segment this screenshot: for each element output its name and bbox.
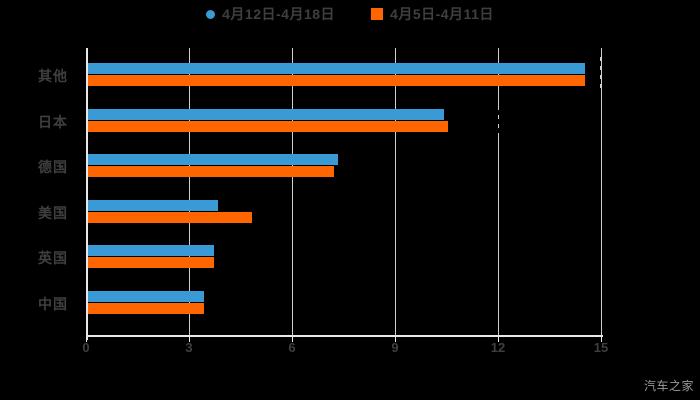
gridline: [394, 48, 396, 335]
gridline-dash-segment: [600, 57, 601, 89]
category-label: 美国: [38, 204, 68, 221]
bar-series1-cat1: [87, 120, 448, 132]
gridline: [188, 48, 190, 335]
legend-square-marker-icon: [371, 8, 384, 20]
x-tick-label: 9: [391, 340, 399, 355]
axis-tick: [291, 337, 293, 342]
x-tick-label: 15: [593, 340, 609, 355]
gridline: [291, 48, 293, 335]
gridline: [600, 48, 602, 335]
axis-tick: [188, 337, 190, 342]
legend: 4月12日-4月18日 4月5日-4月11日: [0, 4, 700, 24]
legend-label: 4月5日-4月11日: [390, 6, 494, 22]
category-label: 中国: [38, 295, 68, 312]
category-label: 英国: [38, 250, 68, 266]
bar-series1-cat5: [87, 302, 204, 314]
bar-series0-cat0: [87, 63, 585, 74]
plot-area: [86, 48, 602, 335]
x-tick-label: 6: [288, 340, 296, 355]
gridline-dash-segment: [497, 106, 499, 133]
axis-tick: [85, 337, 87, 342]
bar-series0-cat2: [87, 154, 338, 165]
bar-series0-cat5: [87, 290, 204, 302]
legend-label: 4月12日-4月18日: [222, 6, 336, 22]
bar-series0-cat3: [87, 199, 218, 211]
bar-series0-cat4: [87, 245, 214, 256]
category-label: 其他: [38, 68, 68, 84]
bar-series1-cat3: [87, 211, 252, 223]
bar-series1-cat4: [87, 257, 214, 268]
category-label: 德国: [38, 159, 68, 175]
x-tick-label: 3: [185, 340, 193, 355]
x-tick-label: 12: [490, 340, 506, 355]
watermark: 汽车之家: [644, 379, 695, 393]
axis-tick: [600, 337, 602, 342]
bar-series0-cat1: [87, 108, 445, 120]
x-tick-label: 0: [82, 340, 90, 355]
gridline: [497, 48, 499, 335]
legend-circle-marker-icon: [206, 9, 216, 19]
x-axis-line: [86, 335, 603, 337]
axis-tick: [394, 337, 396, 342]
bar-series1-cat0: [87, 75, 585, 86]
legend-item-series0[interactable]: 4月12日-4月18日: [206, 4, 335, 24]
legend-item-series1[interactable]: 4月5日-4月11日: [371, 4, 494, 24]
y-axis-line: [86, 48, 88, 340]
bar-series1-cat2: [87, 166, 335, 177]
category-label: 日本: [38, 113, 68, 130]
axis-tick: [497, 337, 499, 342]
